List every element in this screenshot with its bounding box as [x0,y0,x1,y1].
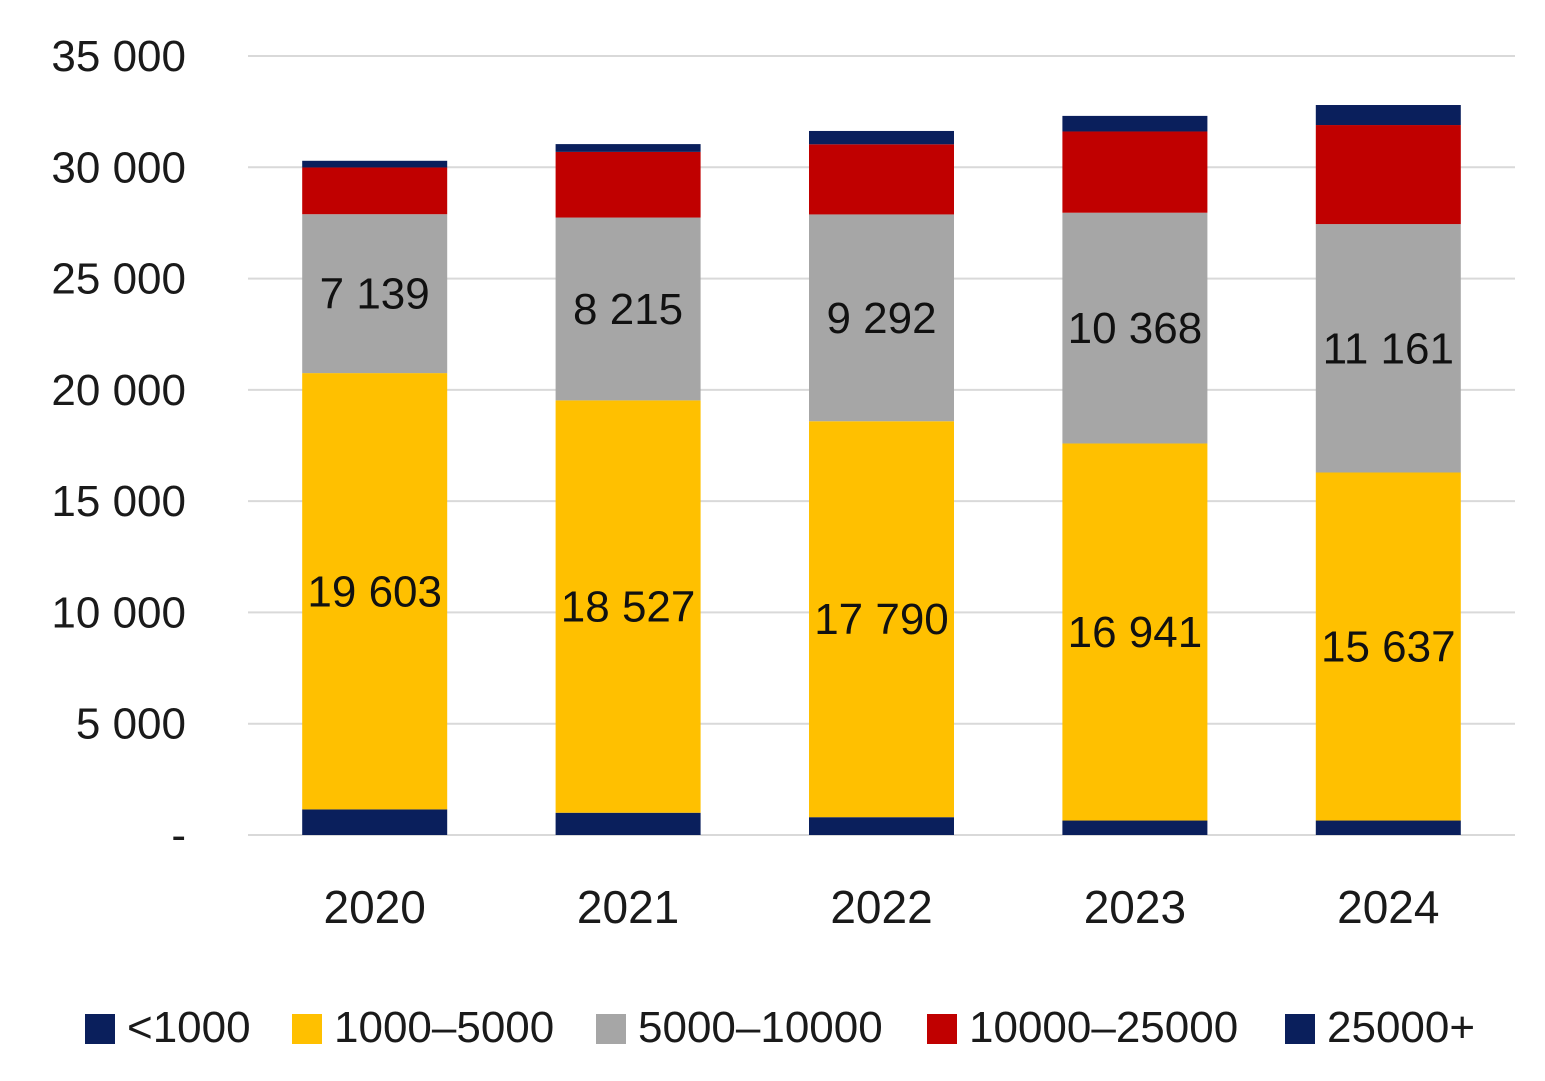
legend-swatch-25000-plus [1285,1014,1315,1044]
legend-swatch-10000-25000 [927,1014,957,1044]
data-labels: 19 603 7 139 18 527 8 215 17 790 9 292 16 941 1… [307,270,1455,672]
bar-segment-2020-5000-10000 [302,214,448,374]
y-tick-label: 25 000 [51,255,186,304]
bar-segment-2023-10000-25000 [1062,131,1208,213]
bar-segment-2022-25000-plus [809,130,954,145]
bar-segment-2024-10000-25000 [1315,125,1461,225]
bar-segment-2020-10000-25000 [302,167,448,215]
legend-swatch-1000-5000 [292,1014,322,1044]
bar-segment-2022-1000-5000 [809,421,954,818]
bar-segment-2020-25000-plus [302,160,448,168]
x-tick-label: 2024 [1337,881,1439,933]
bar-segment-2021-25000-plus [555,144,701,152]
legend-label-25000-plus: 25000+ [1327,1003,1475,1052]
bar-segment-2023-5000-10000 [1062,212,1208,444]
bar-segment-2024-1000-5000 [1315,472,1461,821]
data-label-2022-5000-10000: 9 292 [826,294,936,343]
bars [302,105,1461,835]
data-label-2021-5000-10000: 8 215 [573,285,683,334]
bar-segment-2024-lt-1000 [1315,820,1461,835]
x-tick-label: 2023 [1084,881,1186,933]
y-tick-label: 5 000 [76,700,186,749]
legend-label-lt-1000: <1000 [127,1003,251,1052]
bar-segment-2021-10000-25000 [555,151,701,218]
data-label-2020-1000-5000: 19 603 [307,567,442,616]
y-tick-label: 30 000 [51,143,186,192]
bar-segment-2021-lt-1000 [555,812,701,835]
x-tick-label: 2022 [830,881,932,933]
x-tick-label: 2021 [577,881,679,933]
bar-segment-2024-25000-plus [1315,105,1461,126]
x-axis-ticks: 2020 2021 2022 2023 2024 [324,881,1440,933]
legend-swatch-5000-10000 [596,1014,626,1044]
data-label-2020-5000-10000: 7 139 [320,270,430,319]
bar-segment-2023-25000-plus [1062,115,1208,132]
bar-segment-2021-5000-10000 [555,217,701,401]
data-label-2023-1000-5000: 16 941 [1068,608,1203,657]
bar-segment-2024-5000-10000 [1315,224,1461,473]
data-label-2021-1000-5000: 18 527 [561,583,696,632]
bar-segment-2022-10000-25000 [809,144,954,215]
legend-label-10000-25000: 10000–25000 [969,1003,1238,1052]
legend-swatch-lt-1000 [85,1014,115,1044]
y-axis-ticks: - 5 000 10 000 15 000 20 000 25 000 30 000 35 0… [51,32,186,860]
bar-segment-2021-1000-5000 [555,400,701,813]
bar-segment-2020-lt-1000 [302,809,448,835]
legend: <1000 1000–5000 5000–10000 10000–25000 25000… [85,1003,1475,1052]
legend-label-1000-5000: 1000–5000 [334,1003,554,1052]
x-tick-label: 2020 [324,881,426,933]
y-tick-label: - [171,811,186,860]
bar-segment-2022-lt-1000 [809,817,954,835]
bar-segment-2020-1000-5000 [302,373,448,810]
data-label-2024-1000-5000: 15 637 [1321,623,1456,672]
y-tick-label: 35 000 [51,32,186,81]
y-tick-label: 20 000 [51,366,186,415]
data-label-2023-5000-10000: 10 368 [1068,304,1203,353]
y-tick-label: 15 000 [51,477,186,526]
bar-segment-2023-lt-1000 [1062,820,1208,835]
legend-label-5000-10000: 5000–10000 [638,1003,883,1052]
data-label-2022-1000-5000: 17 790 [814,595,949,644]
data-label-2024-5000-10000: 11 161 [1323,324,1454,373]
bar-segment-2022-5000-10000 [809,214,954,422]
y-tick-label: 10 000 [51,588,186,637]
bar-segment-2023-1000-5000 [1062,443,1208,821]
